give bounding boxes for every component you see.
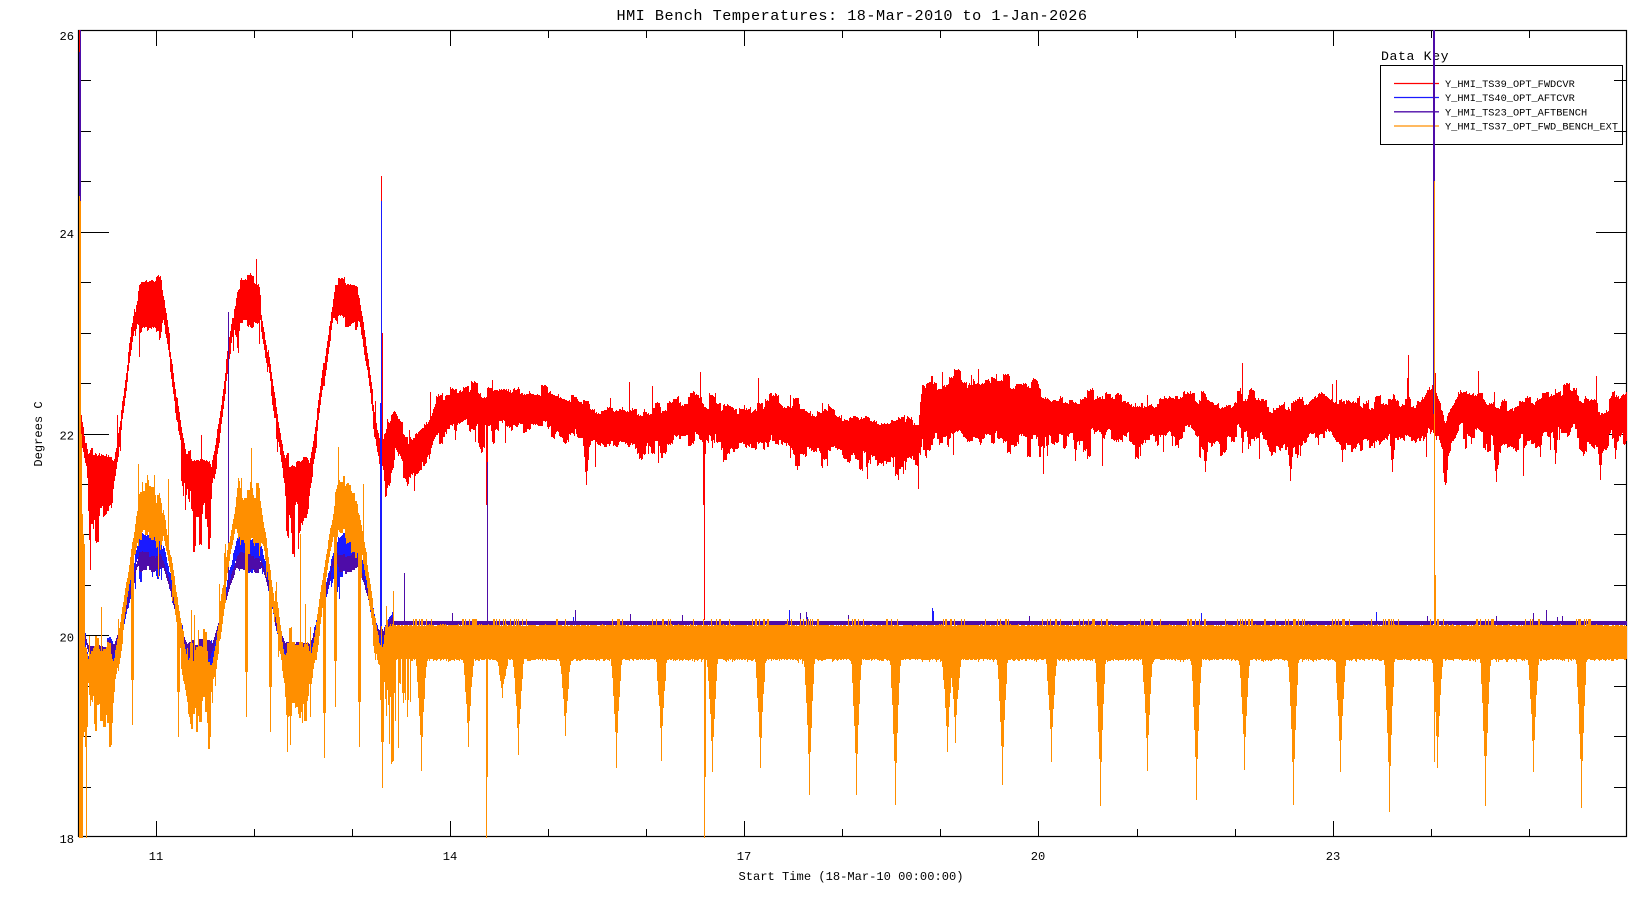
- svg-text:23: 23: [1326, 850, 1341, 864]
- svg-text:Start Time (18-Mar-10 00:00:00: Start Time (18-Mar-10 00:00:00): [739, 870, 964, 884]
- svg-text:HMI Bench Temperatures: 18-Mar: HMI Bench Temperatures: 18-Mar-2010 to 1…: [616, 7, 1087, 25]
- svg-text:14: 14: [443, 850, 458, 864]
- svg-text:20: 20: [1031, 850, 1046, 864]
- svg-text:11: 11: [149, 850, 164, 864]
- svg-text:Y_HMI_TS23_OPT_AFTBENCH: Y_HMI_TS23_OPT_AFTBENCH: [1445, 107, 1587, 119]
- svg-text:Degrees C: Degrees C: [32, 401, 46, 466]
- svg-text:Y_HMI_TS37_OPT_FWD_BENCH_EXT: Y_HMI_TS37_OPT_FWD_BENCH_EXT: [1445, 122, 1618, 134]
- svg-text:17: 17: [737, 850, 752, 864]
- svg-text:26: 26: [59, 30, 74, 44]
- svg-text:Y_HMI_TS40_OPT_AFTCVR: Y_HMI_TS40_OPT_AFTCVR: [1445, 93, 1575, 105]
- svg-text:Y_HMI_TS39_OPT_FWDCVR: Y_HMI_TS39_OPT_FWDCVR: [1445, 79, 1575, 91]
- svg-text:Data Key: Data Key: [1381, 49, 1449, 64]
- svg-text:22: 22: [59, 430, 74, 444]
- svg-text:20: 20: [59, 631, 74, 645]
- svg-text:24: 24: [59, 228, 74, 242]
- svg-text:18: 18: [59, 833, 74, 847]
